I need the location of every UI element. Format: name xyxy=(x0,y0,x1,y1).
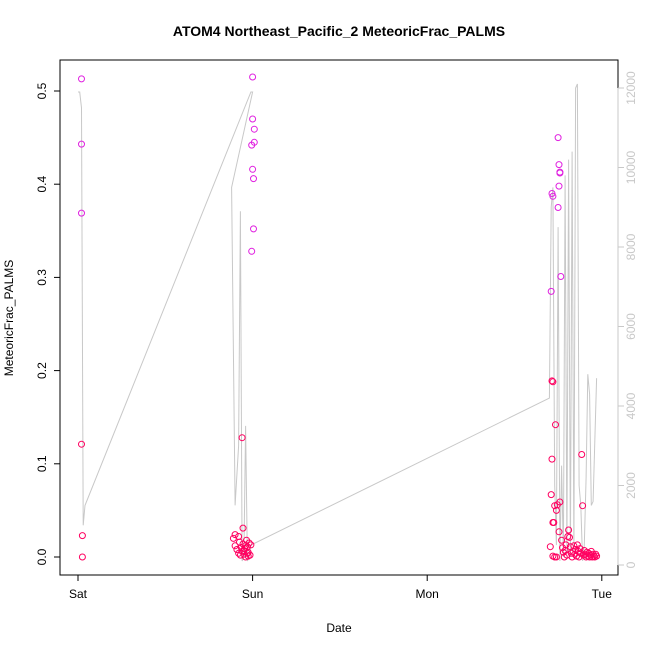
y-tick-label: 0.1 xyxy=(35,455,49,472)
data-point xyxy=(554,134,562,142)
plot-frame xyxy=(59,59,619,576)
data-point xyxy=(250,138,258,146)
altitude-line-group xyxy=(78,83,598,562)
data-point xyxy=(557,273,565,280)
y-tick-label: 0.5 xyxy=(35,82,49,99)
data-point xyxy=(78,553,86,561)
y2-tick-label: 2000 xyxy=(624,472,638,499)
data-point xyxy=(243,549,251,557)
data-point xyxy=(578,451,586,458)
chart-title: ATOM4 Northeast_Pacific_2 MeteoricFrac_P… xyxy=(173,23,505,39)
data-point xyxy=(247,541,255,549)
data-point xyxy=(231,542,239,550)
x-tick-label: Tue xyxy=(592,587,613,601)
data-point xyxy=(78,75,85,83)
data-point xyxy=(546,543,554,551)
data-point xyxy=(558,536,566,544)
data-point xyxy=(567,549,575,557)
data-point xyxy=(249,165,257,173)
data-point xyxy=(78,209,85,217)
data-point xyxy=(235,533,243,540)
data-point xyxy=(249,115,257,123)
data-point xyxy=(548,455,556,463)
data-point xyxy=(593,552,601,560)
x-tick-label: Mon xyxy=(416,587,439,601)
x-axis-label: Date xyxy=(326,621,352,635)
data-point xyxy=(579,502,587,510)
y2-tick-label: 0 xyxy=(624,561,638,568)
x-tick-label: Sat xyxy=(69,587,88,601)
points-group xyxy=(78,73,601,561)
data-point xyxy=(547,491,555,499)
y2-tick-label: 12000 xyxy=(624,71,638,105)
data-point xyxy=(78,440,85,448)
data-point xyxy=(242,542,250,550)
y2-tick-label: 4000 xyxy=(624,392,638,419)
data-point xyxy=(575,553,583,561)
data-point xyxy=(554,204,562,211)
data-point xyxy=(550,519,558,526)
data-point xyxy=(548,377,556,385)
data-point xyxy=(244,552,252,560)
y2-tick-label: 8000 xyxy=(624,233,638,260)
data-point xyxy=(250,175,257,183)
data-point xyxy=(250,125,258,133)
data-point xyxy=(590,552,598,560)
data-point xyxy=(552,553,560,561)
data-point xyxy=(547,287,555,295)
x-tick-label: Sun xyxy=(242,587,263,601)
y-tick-label: 0.0 xyxy=(35,548,49,565)
y-axis-label: MeteoricFrac_PALMS xyxy=(2,260,16,376)
y-tick-label: 0.4 xyxy=(35,176,49,193)
axes-group: 0.0 0.1 0.2 0.3 0.4 0.5 Sat Sun Mon Tue 0 2000 4000 6… xyxy=(35,59,638,601)
y2-tick-label: 6000 xyxy=(624,313,638,340)
data-point xyxy=(556,498,564,506)
data-point xyxy=(239,524,247,532)
data-point xyxy=(552,421,559,429)
data-point xyxy=(249,73,257,81)
data-point xyxy=(556,169,564,177)
data-point xyxy=(576,545,584,553)
data-point xyxy=(250,225,257,233)
data-point xyxy=(555,528,563,536)
data-point xyxy=(235,549,243,557)
data-point xyxy=(570,542,578,550)
data-point xyxy=(248,247,256,255)
y-tick-label: 0.3 xyxy=(35,269,49,286)
y2-tick-label: 10000 xyxy=(624,150,638,184)
data-point xyxy=(78,140,85,148)
data-point xyxy=(555,182,563,190)
altitude-line xyxy=(78,83,598,562)
data-point xyxy=(231,531,239,539)
data-point xyxy=(238,434,246,442)
y-tick-label: 0.2 xyxy=(35,362,49,379)
data-point xyxy=(555,161,563,169)
data-point xyxy=(549,192,557,200)
data-point xyxy=(562,541,570,549)
data-point xyxy=(549,378,557,386)
data-point xyxy=(78,532,86,540)
data-point xyxy=(566,533,573,541)
data-point xyxy=(565,526,573,534)
